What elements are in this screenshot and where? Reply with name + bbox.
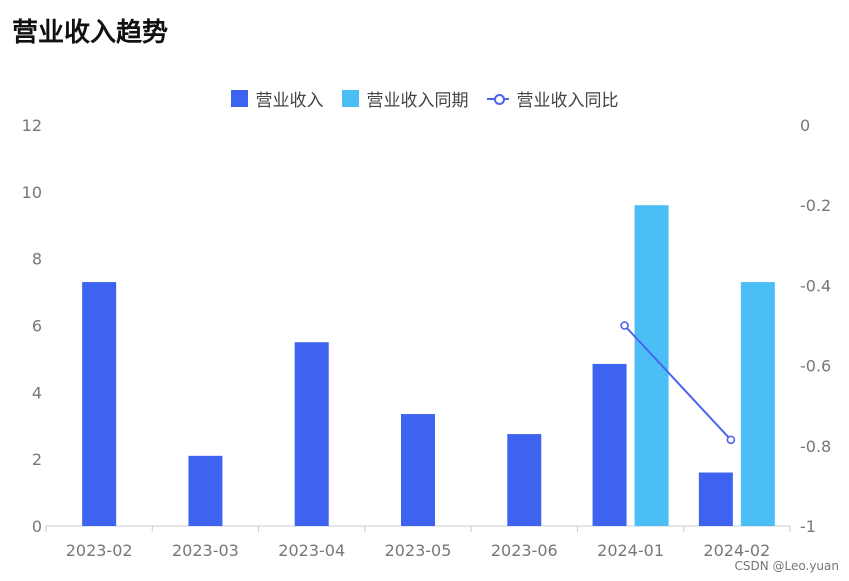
watermark: CSDN @Leo.yuan — [734, 559, 840, 573]
bar-revenue — [401, 414, 435, 526]
bar-revenue-prior — [634, 205, 669, 526]
legend-line-icon — [486, 90, 509, 107]
chart-legend: 营业收入 营业收入同期 营业收入同比 — [0, 86, 849, 111]
bar-revenue — [507, 434, 542, 526]
x-tick-label: 2023-02 — [66, 541, 133, 560]
x-tick-label: 2023-06 — [491, 541, 558, 560]
legend-swatch-revenue — [230, 90, 248, 107]
y-right-tick-label: 0 — [800, 116, 810, 135]
x-tick-label: 2023-03 — [172, 541, 239, 560]
y-right-tick-label: -1 — [800, 517, 816, 536]
line-yoy — [623, 324, 732, 441]
legend-label-revenue-yoy: 营业收入同比 — [516, 91, 619, 111]
y-right-tick-label: -0.4 — [800, 276, 831, 295]
bar-revenue — [188, 455, 223, 526]
bar-revenue — [698, 472, 733, 526]
y-right-tick-label: -0.6 — [800, 357, 831, 376]
legend-swatch-revenue-prior — [341, 90, 359, 107]
bar-revenue — [294, 342, 329, 526]
bar-revenue-prior — [740, 282, 775, 526]
bar-revenue — [82, 282, 117, 526]
x-tick-label: 2023-04 — [278, 541, 345, 560]
y-left-tick-label: 10 — [22, 183, 42, 202]
page-title: 营业收入趋势 — [12, 18, 169, 48]
y-left-tick-label: 8 — [32, 250, 42, 269]
y-right-tick-label: -0.2 — [800, 196, 831, 215]
y-left-tick-label: 6 — [32, 317, 42, 336]
line-yoy-point — [726, 435, 736, 445]
y-left-tick-label: 2 — [32, 450, 42, 469]
bar-revenue — [592, 363, 627, 526]
legend-label-revenue: 营业收入 — [255, 91, 324, 111]
line-yoy-point — [620, 321, 629, 330]
x-tick-label: 2023-05 — [385, 541, 452, 560]
legend-label-revenue-prior: 营业收入同期 — [366, 91, 469, 111]
y-left-tick-label: 0 — [32, 517, 42, 536]
y-right-tick-label: -0.8 — [800, 437, 831, 456]
legend-item-revenue-yoy[interactable]: 营业收入同比 — [486, 86, 619, 111]
y-left-tick-label: 4 — [32, 383, 42, 402]
legend-item-revenue[interactable]: 营业收入 — [230, 86, 324, 111]
y-left-tick-label: 12 — [22, 116, 42, 135]
x-tick-label: 2024-02 — [703, 541, 770, 560]
x-tick-label: 2024-01 — [597, 541, 664, 560]
legend-item-revenue-prior[interactable]: 营业收入同期 — [341, 86, 469, 111]
